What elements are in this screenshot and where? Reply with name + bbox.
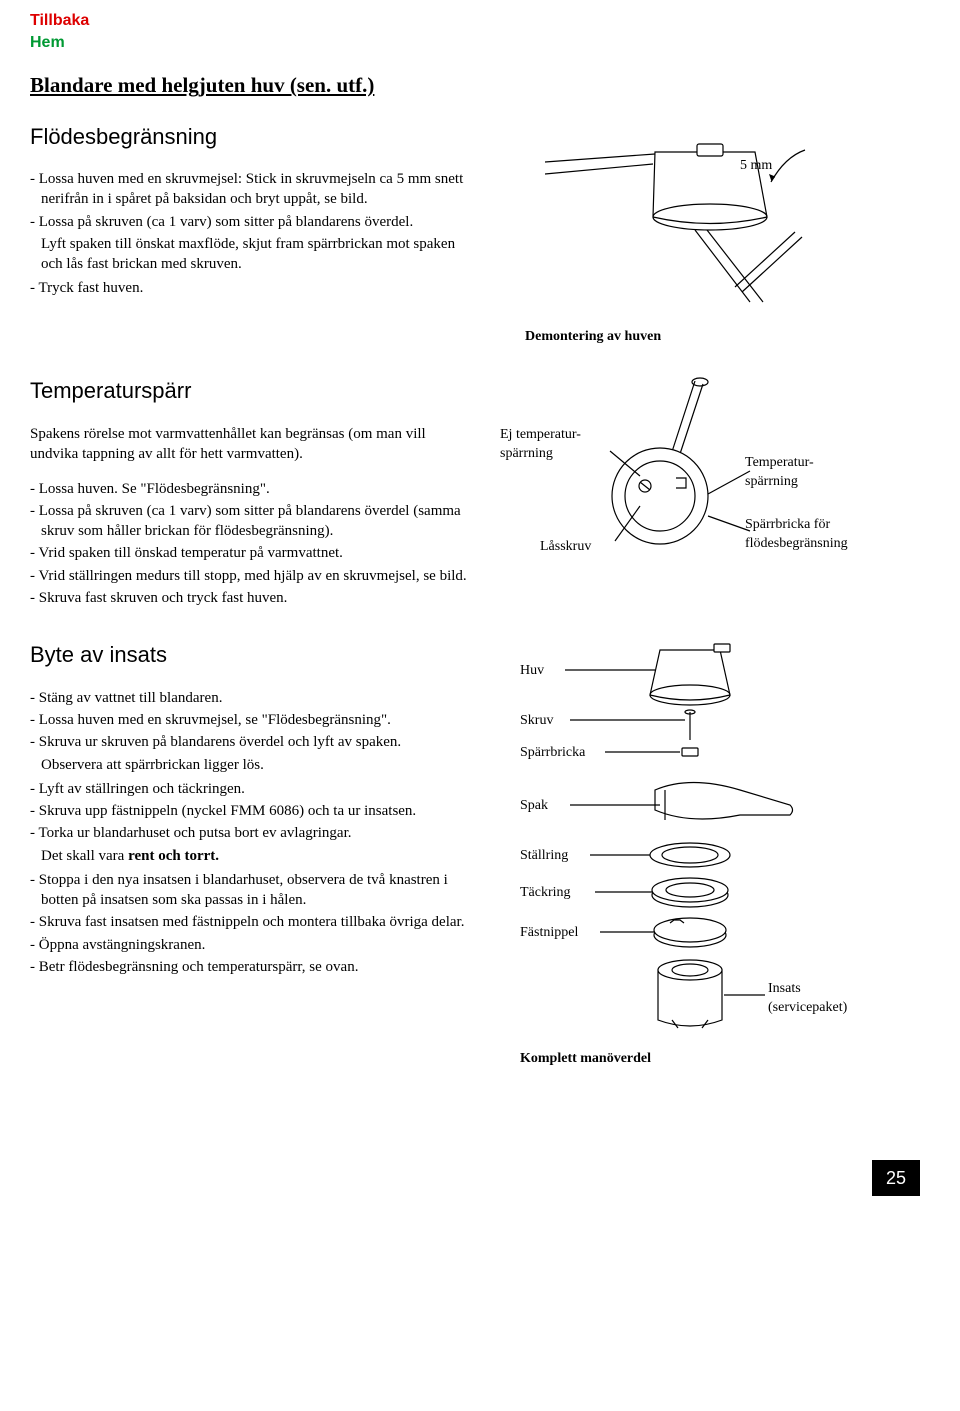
heading-flodes: Flödesbegränsning <box>30 122 470 152</box>
page-number: 25 <box>872 1160 920 1196</box>
list-item: - Stäng av vattnet till blandaren. <box>30 688 470 708</box>
list-item: - Skruva upp fästnippeln (nyckel FMM 608… <box>30 801 470 821</box>
fig-caption: Demontering av huven <box>525 328 920 347</box>
list-item: - Lyft av ställringen och täckringen. <box>30 779 470 799</box>
intro-text: Spakens rörelse mot varmvattenhållet kan… <box>30 424 470 465</box>
fig-caption-exploded: Komplett manöverdel <box>520 1050 651 1069</box>
list-item: - Torka ur blandarhuset och putsa bort e… <box>30 823 470 843</box>
label-ej: Ej temperatur-spärrning <box>500 426 610 464</box>
list-item: - Lossa huven med en skruvmejsel: Stick … <box>30 169 470 210</box>
page-title: Blandare med helgjuten huv (sen. utf.) <box>30 71 920 99</box>
part-label: Fästnippel <box>520 924 578 943</box>
list-item: - Stoppa i den nya insatsen i blandarhus… <box>30 870 470 911</box>
part-label: Ställring <box>520 847 568 866</box>
list-item: - Tryck fast huven. <box>30 278 470 298</box>
list-item: - Skruva ur skruven på blandarens överde… <box>30 732 470 752</box>
list-item: - Lossa på skruven (ca 1 varv) som sitte… <box>30 212 470 232</box>
list-item: - Lossa huven. Se "Flödesbegränsning". <box>30 479 470 499</box>
list-item: - Skruva fast insatsen med fästnippeln o… <box>30 912 470 932</box>
dim-label: 5 mm <box>740 157 772 176</box>
list-item: Det skall vara rent och torrt. <box>30 846 470 866</box>
label-temp: Temperatur-spärrning <box>745 454 855 492</box>
list-item: - Lossa på skruven (ca 1 varv) som sitte… <box>30 501 470 542</box>
list-item: - Vrid spaken till önskad temperatur på … <box>30 543 470 563</box>
heading-temp: Temperaturspärr <box>30 376 470 406</box>
list-item: - Skruva fast skruven och tryck fast huv… <box>30 588 470 608</box>
section-temp: Temperaturspärr Spakens rörelse mot varm… <box>30 376 920 610</box>
part-label: Spärrbricka <box>520 744 585 763</box>
list-item: - Betr flödesbegränsning och temperaturs… <box>30 957 470 977</box>
top-links: Tillbaka Hem <box>30 10 920 53</box>
part-label: Spak <box>520 797 548 816</box>
figure-exploded: Huv Skruv Spärrbricka Spak Ställring Täc… <box>490 640 920 1070</box>
home-link[interactable]: Hem <box>30 34 65 51</box>
list-item: Observera att spärrbrickan ligger lös. <box>30 755 470 775</box>
label-lock: Låsskruv <box>540 538 591 557</box>
figure-temp: Ej temperatur-spärrning Temperatur-spärr… <box>490 376 920 596</box>
figure-demontering: 5 mm Demontering av huven <box>490 122 920 347</box>
part-label: Skruv <box>520 712 553 731</box>
part-label: Täckring <box>520 884 571 903</box>
list-item: Lyft spaken till önskat maxflöde, skjut … <box>30 234 470 275</box>
part-label: Huv <box>520 662 544 681</box>
part-label-insats: Insats (servicepaket) <box>768 980 868 1018</box>
section-flodes: Flödesbegränsning - Lossa huven med en s… <box>30 122 920 347</box>
list-item: - Vrid ställringen medurs till stopp, me… <box>30 566 470 586</box>
back-link[interactable]: Tillbaka <box>30 12 89 29</box>
section-byte: Byte av insats - Stäng av vattnet till b… <box>30 640 920 1070</box>
label-bricka: Spärrbricka för flödesbegränsning <box>745 516 875 554</box>
heading-byte: Byte av insats <box>30 640 470 670</box>
list-item: - Öppna avstängningskranen. <box>30 935 470 955</box>
list-item: - Lossa huven med en skruvmejsel, se "Fl… <box>30 710 470 730</box>
